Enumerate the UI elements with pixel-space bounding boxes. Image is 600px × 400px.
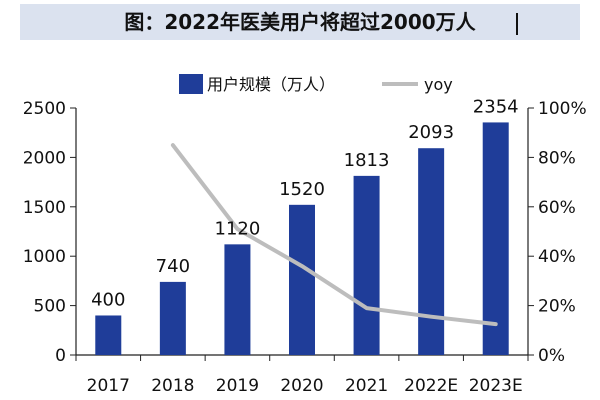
bar-series bbox=[95, 122, 509, 355]
bar bbox=[482, 122, 509, 355]
data-labels: 400 740 1120 1520 1813 2093 2354 bbox=[91, 96, 519, 310]
bar-value-label: 2093 bbox=[408, 122, 454, 143]
bar bbox=[159, 281, 186, 355]
bar bbox=[418, 148, 445, 355]
y-right-tick-label: 20% bbox=[538, 297, 576, 317]
legend-bar-label: 用户规模（万人） bbox=[207, 75, 335, 94]
x-tick-label: 2023E bbox=[469, 376, 523, 396]
bar-value-label: 2354 bbox=[473, 96, 519, 117]
legend-line-label: yoy bbox=[424, 75, 453, 94]
x-tick-label: 2019 bbox=[216, 376, 259, 396]
y-right-tick-label: 60% bbox=[538, 198, 576, 218]
yoy-line bbox=[170, 143, 498, 327]
bar bbox=[95, 315, 122, 355]
bar bbox=[289, 204, 315, 355]
chart-legend: 用户规模（万人） yoy bbox=[179, 74, 453, 94]
bar bbox=[353, 175, 380, 355]
y-left-tick-label: 1500 bbox=[23, 198, 66, 218]
y-left-tick-label: 500 bbox=[34, 297, 66, 317]
y-right-tick-label: 0% bbox=[538, 346, 565, 366]
bar-value-label: 400 bbox=[91, 289, 125, 310]
x-tick-label: 2021 bbox=[345, 376, 388, 396]
chart-axes: 0 500 1000 1500 2000 2500 0% 20% 40% 60% 80% 100% 20… bbox=[23, 99, 587, 396]
x-tick-label: 2017 bbox=[87, 376, 130, 396]
bar-value-label: 1120 bbox=[215, 218, 261, 239]
bar bbox=[224, 244, 251, 355]
bar-value-label: 740 bbox=[156, 256, 190, 277]
title-band: 图：2022年医美用户将超过2000万人 bbox=[20, 4, 580, 40]
y-right-tick-label: 80% bbox=[538, 148, 576, 168]
x-tick-label: 2022E bbox=[404, 376, 458, 396]
x-tick-label: 2020 bbox=[280, 376, 323, 396]
x-tick-label: 2018 bbox=[151, 376, 194, 396]
y-right-tick-label: 100% bbox=[538, 99, 587, 119]
bar-value-label: 1520 bbox=[279, 179, 325, 200]
bar-value-label: 1813 bbox=[344, 150, 390, 171]
y-left-tick-label: 2500 bbox=[23, 99, 66, 119]
chart-title: 图：2022年医美用户将超过2000万人 bbox=[124, 10, 476, 34]
y-left-tick-label: 2000 bbox=[23, 148, 66, 168]
y-left-tick-label: 0 bbox=[55, 346, 66, 366]
yoy-series bbox=[170, 143, 498, 327]
legend-bar-swatch bbox=[179, 74, 203, 94]
y-left-tick-label: 1000 bbox=[23, 247, 66, 267]
text-cursor bbox=[516, 13, 518, 35]
y-right-tick-label: 40% bbox=[538, 247, 576, 267]
